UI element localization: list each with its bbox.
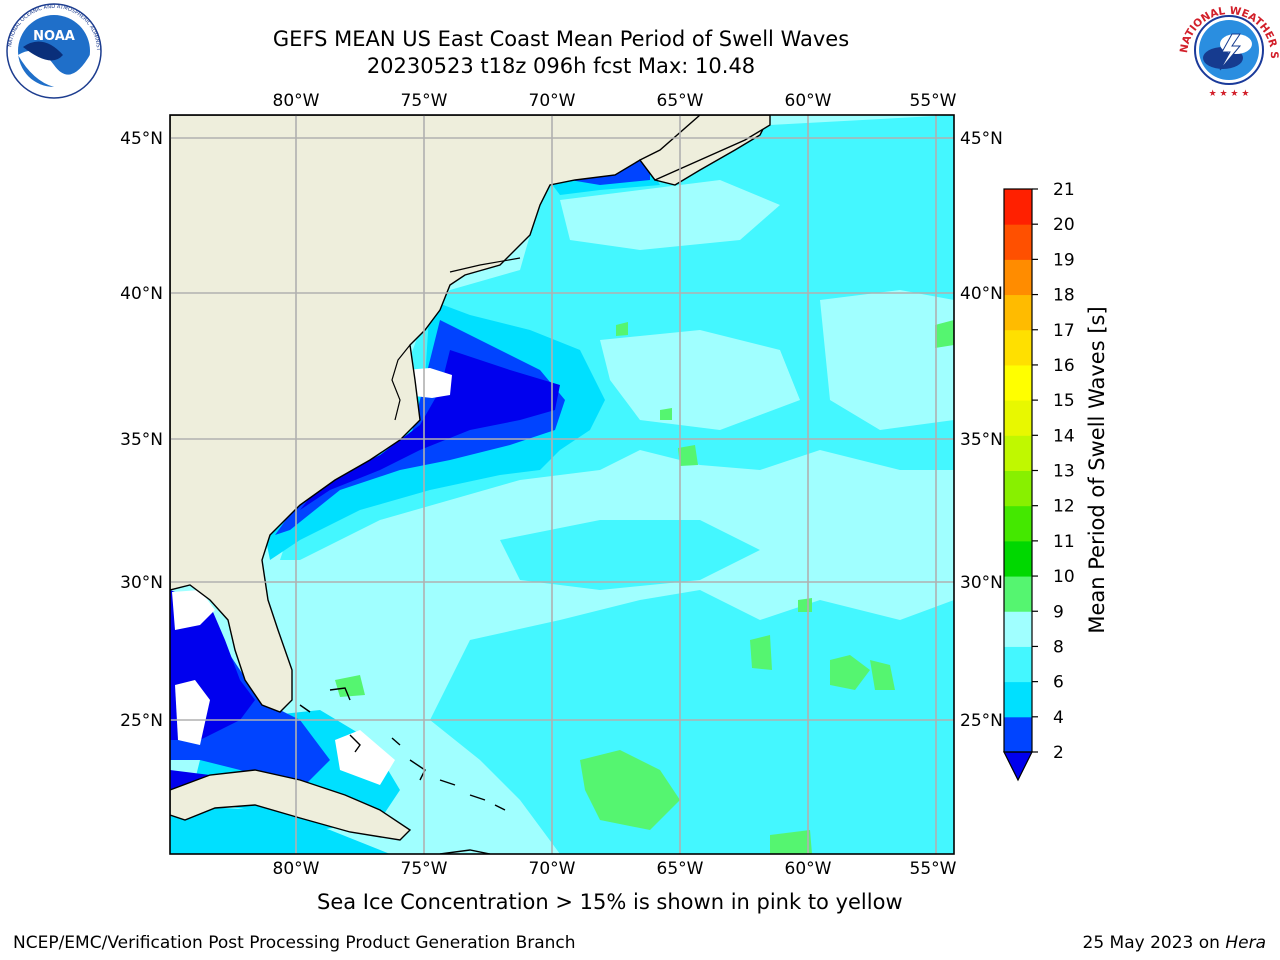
hispaniola (439, 849, 491, 854)
colorbar-tick-label: 2 (1053, 743, 1064, 763)
map-frame (169, 114, 955, 855)
lon-label: 75°W (401, 91, 448, 111)
no-data-patches (172, 368, 452, 785)
lat-label: 45°N (120, 129, 163, 149)
colorbar: 2 4 6 8 9 10 11 12 13 14 15 16 17 18 19 20 21 (1003, 180, 1075, 782)
swell-8-9-patch-east (820, 290, 954, 430)
lon-label: 70°W (529, 91, 576, 111)
colorbar-tick-label: 21 (1053, 180, 1075, 200)
swell-6-8-south (430, 590, 954, 854)
lon-label: 65°W (657, 91, 704, 111)
colorbar-segment (1004, 611, 1032, 647)
colorbar-tick-label: 6 (1053, 673, 1064, 693)
svg-text:★ ★ ★ ★: ★ ★ ★ ★ (1209, 89, 1250, 99)
chesapeake-bay (391, 344, 411, 421)
colorbar-segment (1004, 329, 1032, 366)
noaa-logo: NOAA NATIONAL OCEANIC AND ATMOSPHERIC AD… (3, 3, 102, 99)
lat-label: 25°N (960, 711, 1003, 731)
colorbar-segment (1004, 646, 1032, 683)
sea-ice-note: Sea Ice Concentration > 15% is shown in … (317, 890, 903, 914)
colorbar-tick-label: 15 (1053, 391, 1075, 411)
colorbar-tick-label: 8 (1053, 637, 1064, 657)
lat-label: 30°N (960, 573, 1003, 593)
colorbar-tick-label: 14 (1053, 426, 1075, 446)
long-island (449, 257, 521, 273)
colorbar-tick-label: 9 (1053, 602, 1064, 622)
lat-labels-right: 45°N 40°N 35°N 30°N 25°N (960, 129, 1003, 731)
machine-name: Hera (1225, 933, 1266, 953)
cuba (170, 769, 412, 841)
colorbar-tick-label: 10 (1053, 567, 1075, 587)
lon-label: 55°W (910, 859, 957, 879)
map-plot-area (170, 115, 954, 854)
nws-logo: NATIONAL WEATHER SERVICE ★ ★ ★ ★ (1178, 0, 1280, 99)
lon-label: 80°W (273, 859, 320, 879)
colorbar-segment (1004, 505, 1032, 542)
swell-6-8-central (500, 520, 760, 590)
colorbar-tick-label: 4 (1053, 708, 1064, 728)
colorbar-tick-label: 17 (1053, 321, 1075, 341)
lat-label: 40°N (960, 284, 1003, 304)
lat-label: 35°N (960, 430, 1003, 450)
lat-label: 40°N (120, 284, 163, 304)
colorbar-under-arrow (1003, 751, 1033, 782)
colorbar-segment (1004, 435, 1032, 471)
lon-label: 80°W (273, 91, 320, 111)
lat-label: 25°N (120, 711, 163, 731)
map-title: GEFS MEAN US East Coast Mean Period of S… (272, 27, 850, 51)
lat-labels-left: 45°N 40°N 35°N 30°N 25°N (120, 129, 163, 731)
credit-line: NCEP/EMC/Verification Post Processing Pr… (13, 933, 576, 953)
colorbar-tick-label: 12 (1053, 497, 1075, 517)
colorbar-segment (1004, 259, 1032, 296)
swell-4-6-caribbean (170, 805, 390, 854)
lon-labels-top: 80°W 75°W 70°W 65°W 60°W 55°W (273, 91, 957, 111)
lon-label: 55°W (910, 91, 957, 111)
swell-9-10-patches (335, 320, 954, 854)
colorbar-tick-label: 18 (1053, 286, 1075, 306)
colorbar-label: Mean Period of Swell Waves [s] (1085, 306, 1109, 634)
swell-8-9-patch-north (560, 180, 780, 250)
lon-label: 60°W (785, 859, 832, 879)
lon-label: 75°W (401, 859, 448, 879)
colorbar-tick-label: 11 (1053, 532, 1075, 552)
lon-label: 65°W (657, 859, 704, 879)
lat-label: 30°N (120, 573, 163, 593)
lat-label: 45°N (960, 129, 1003, 149)
colorbar-segment (1004, 364, 1032, 401)
colorbar-tick-label: 16 (1053, 356, 1075, 376)
swell-under-2-core (300, 350, 560, 510)
colorbar-tick-label: 19 (1053, 250, 1075, 270)
graticule (170, 115, 954, 854)
colorbar-segment (1004, 540, 1032, 577)
lon-label: 60°W (785, 91, 832, 111)
lat-label: 35°N (120, 430, 163, 450)
nova-scotia (638, 115, 771, 181)
colorbar-segment (1004, 189, 1032, 225)
colorbar-segment (1004, 681, 1032, 718)
colorbar-segment (1004, 576, 1032, 612)
date-text: 25 May 2023 on (1082, 933, 1220, 953)
date-line: 25 May 2023 on Hera (1083, 933, 1267, 953)
colorbar-tick-label: 13 (1053, 462, 1075, 482)
lon-labels-bottom: 80°W 75°W 70°W 65°W 60°W 55°W (273, 859, 957, 879)
lon-label: 70°W (529, 859, 576, 879)
swell-8-9-patch-mid (600, 330, 800, 430)
colorbar-segment (1004, 224, 1032, 260)
colorbar-segment (1004, 400, 1032, 436)
colorbar-tick-label: 20 (1053, 215, 1075, 235)
map-subtitle: 20230523 t18z 096h fcst Max: 10.48 (366, 54, 756, 78)
bahamas-islands (299, 687, 506, 811)
colorbar-segment (1004, 716, 1032, 753)
colorbar-segment (1004, 294, 1032, 331)
colorbar-segment (1004, 470, 1032, 507)
svg-text:NOAA: NOAA (33, 29, 75, 44)
